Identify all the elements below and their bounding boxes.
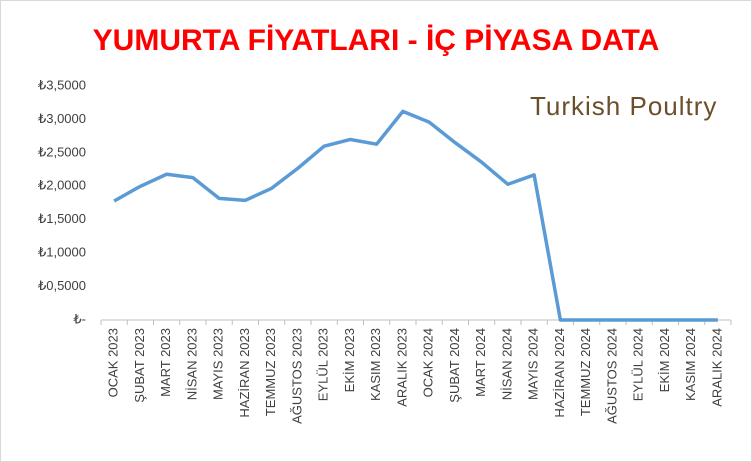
x-tick-label: NİSAN 2024 <box>499 328 514 400</box>
x-tick-label: ARALIK 2023 <box>394 328 409 407</box>
x-tick-label: MART 2023 <box>158 328 173 397</box>
y-tick-label: ₺0,5000 <box>38 278 86 293</box>
x-tick-label: KASIM 2023 <box>368 328 383 401</box>
x-tick-label: EKİM 2023 <box>342 328 357 392</box>
x-tick-label: ŞUBAT 2023 <box>132 328 147 403</box>
y-tick-label: ₺2,0000 <box>38 178 86 193</box>
x-tick-label: AĞUSTOS 2024 <box>604 328 619 424</box>
x-tick-label: AĞUSTOS 2023 <box>289 328 304 424</box>
y-tick-label: ₺- <box>73 311 86 326</box>
y-tick-label: ₺3,5000 <box>38 77 86 92</box>
chart-title: YUMURTA FİYATLARI - İÇ PİYASA DATA <box>93 24 660 57</box>
x-tick-label: EKİM 2024 <box>657 328 672 392</box>
x-tick-label: OCAK 2023 <box>106 328 121 397</box>
y-tick-label: ₺3,0000 <box>38 111 86 126</box>
x-tick-label: EYLÜL 2024 <box>631 328 646 401</box>
logo: Turkish Poultry <box>530 91 717 121</box>
x-tick-label: HAZİRAN 2023 <box>237 328 252 418</box>
y-tick-label: ₺1,0000 <box>38 245 86 260</box>
x-tick-label: MART 2024 <box>473 328 488 397</box>
x-tick-label: TEMMUZ 2024 <box>578 328 593 416</box>
y-tick-label: ₺2,5000 <box>38 144 86 159</box>
x-tick-label: HAZİRAN 2024 <box>552 328 567 418</box>
x-tick-label: MAYIS 2024 <box>526 328 541 400</box>
x-tick-label: OCAK 2024 <box>421 328 436 397</box>
x-tick-label: KASIM 2024 <box>683 328 698 401</box>
x-tick-label: ARALIK 2024 <box>709 328 724 407</box>
x-tick-label: NİSAN 2023 <box>184 328 199 400</box>
x-tick-label: EYLÜL 2023 <box>316 328 331 401</box>
line <box>113 109 718 322</box>
x-tick-label: MAYIS 2023 <box>211 328 226 400</box>
x-tick-label: ŞUBAT 2024 <box>447 328 462 403</box>
y-tick-label: ₺1,5000 <box>38 211 86 226</box>
x-tick-label: TEMMUZ 2023 <box>263 328 278 416</box>
